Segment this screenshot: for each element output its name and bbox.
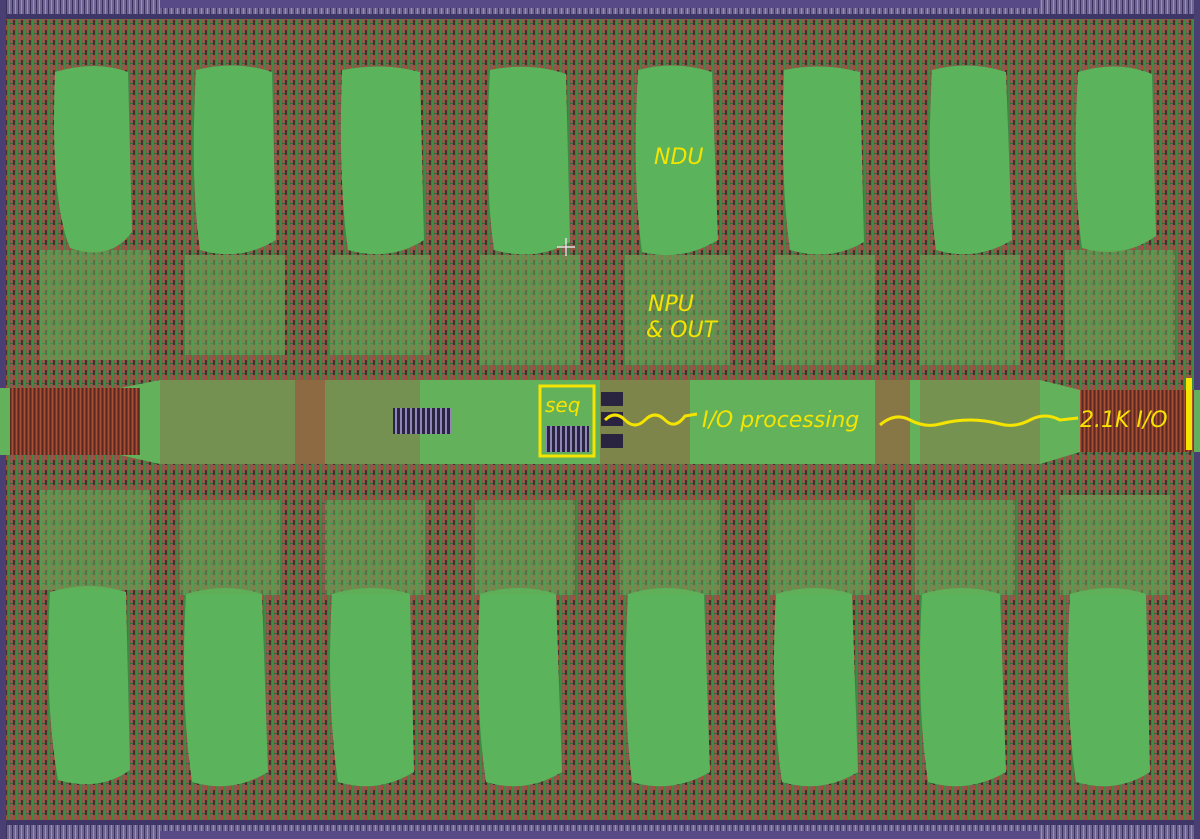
npu-out-label: & OUT <box>646 318 718 343</box>
io-wave-left <box>603 412 698 427</box>
seq-memory-macro <box>545 426 589 452</box>
seq-label: seq <box>545 393 581 417</box>
io-wave-right <box>879 414 1079 427</box>
ndu-label: NDU <box>654 145 704 170</box>
io-edge-bar <box>1186 378 1192 450</box>
cursor-crosshair-icon <box>557 238 575 256</box>
npu-label: NPU <box>648 292 694 317</box>
seq-highlight-box <box>538 384 596 458</box>
memory-macro <box>393 408 451 434</box>
io-processing-label: I/O processing <box>702 408 860 433</box>
io-count-label: 2.1K I/O <box>1080 408 1168 433</box>
